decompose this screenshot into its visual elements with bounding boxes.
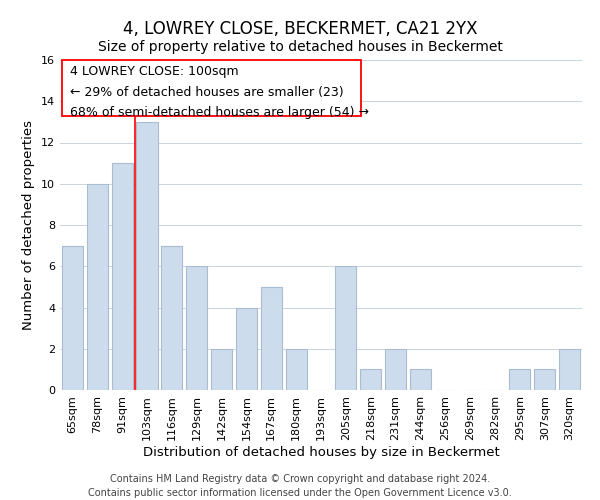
Bar — [161, 246, 182, 390]
Bar — [534, 370, 555, 390]
FancyBboxPatch shape — [62, 60, 361, 116]
Bar — [509, 370, 530, 390]
Text: 4, LOWREY CLOSE, BECKERMET, CA21 2YX: 4, LOWREY CLOSE, BECKERMET, CA21 2YX — [123, 20, 477, 38]
Text: Contains HM Land Registry data © Crown copyright and database right 2024.
Contai: Contains HM Land Registry data © Crown c… — [88, 474, 512, 498]
X-axis label: Distribution of detached houses by size in Beckermet: Distribution of detached houses by size … — [143, 446, 499, 458]
Text: 68% of semi-detached houses are larger (54) →: 68% of semi-detached houses are larger (… — [70, 106, 369, 120]
Text: 4 LOWREY CLOSE: 100sqm: 4 LOWREY CLOSE: 100sqm — [70, 65, 239, 78]
Bar — [360, 370, 381, 390]
Bar — [87, 184, 108, 390]
Bar — [62, 246, 83, 390]
Bar — [286, 349, 307, 390]
Bar — [136, 122, 158, 390]
Bar — [211, 349, 232, 390]
Bar — [112, 163, 133, 390]
Text: Size of property relative to detached houses in Beckermet: Size of property relative to detached ho… — [98, 40, 502, 54]
Bar — [559, 349, 580, 390]
Bar — [261, 287, 282, 390]
Bar — [335, 266, 356, 390]
Y-axis label: Number of detached properties: Number of detached properties — [22, 120, 35, 330]
Text: ← 29% of detached houses are smaller (23): ← 29% of detached houses are smaller (23… — [70, 86, 344, 99]
Bar — [236, 308, 257, 390]
Bar — [186, 266, 207, 390]
Bar — [385, 349, 406, 390]
Bar — [410, 370, 431, 390]
